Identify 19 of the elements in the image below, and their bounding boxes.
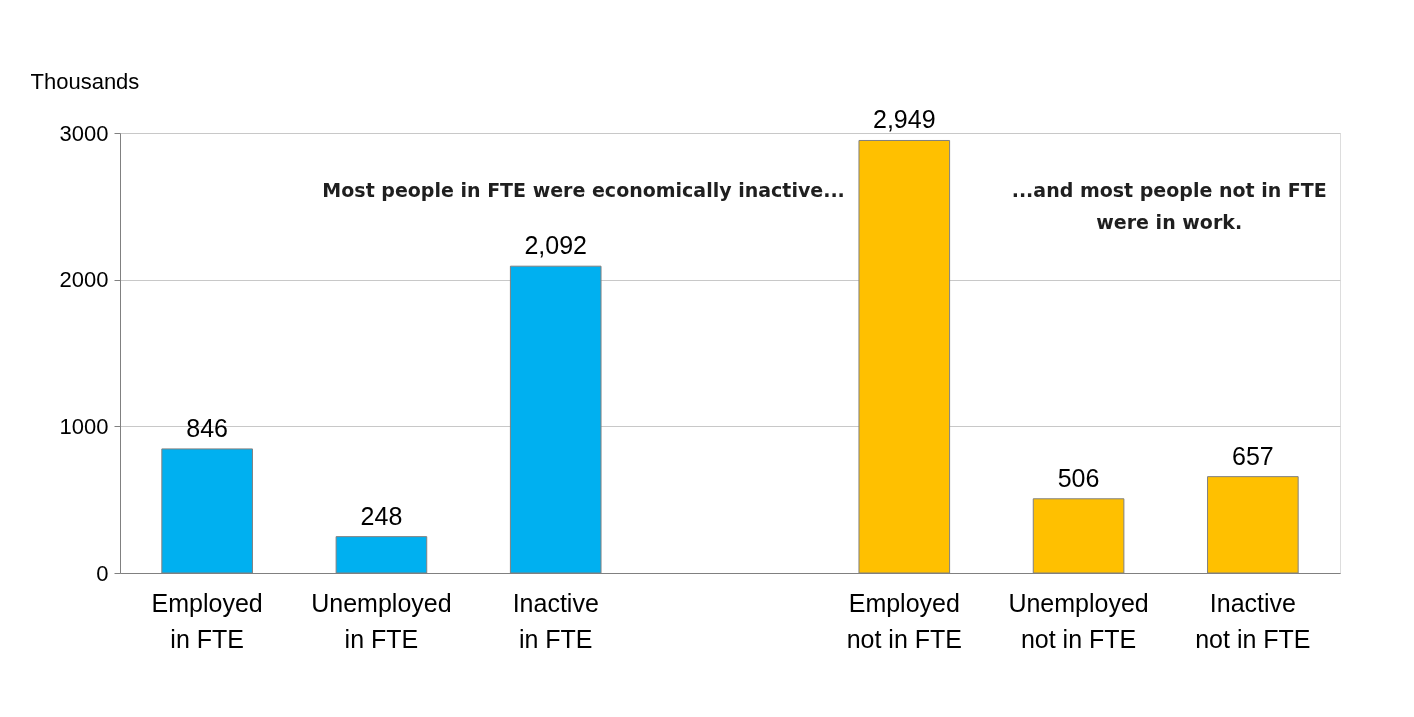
annotation: ...and most people not in FTE were in work. <box>1011 179 1327 233</box>
data-label: 248 <box>360 501 403 530</box>
x-tick-label: Unemployed not in FTE <box>1008 588 1149 653</box>
y-tick-label: 2000 <box>59 267 109 293</box>
x-tick-label: Unemployed in FTE <box>311 588 452 653</box>
data-label: 657 <box>1232 441 1274 470</box>
y-tick-label: 0 <box>96 560 109 586</box>
data-label: 2,949 <box>873 105 936 134</box>
x-tick-label: Employed not in FTE <box>846 588 962 653</box>
y-tick-label: 3000 <box>59 120 109 146</box>
annotation: Most people in FTE were economically inactive... <box>322 179 845 201</box>
data-label: 846 <box>186 413 228 442</box>
y-tick-label: 1000 <box>59 413 109 439</box>
x-tick-label: Inactive not in FTE <box>1195 588 1311 653</box>
x-tick-label: Employed in FTE <box>151 588 263 653</box>
data-label: 2,092 <box>524 231 587 260</box>
y-axis-title: Thousands <box>30 68 140 94</box>
x-tick-label: Inactive in FTE <box>512 588 599 653</box>
data-label: 506 <box>1057 463 1100 492</box>
